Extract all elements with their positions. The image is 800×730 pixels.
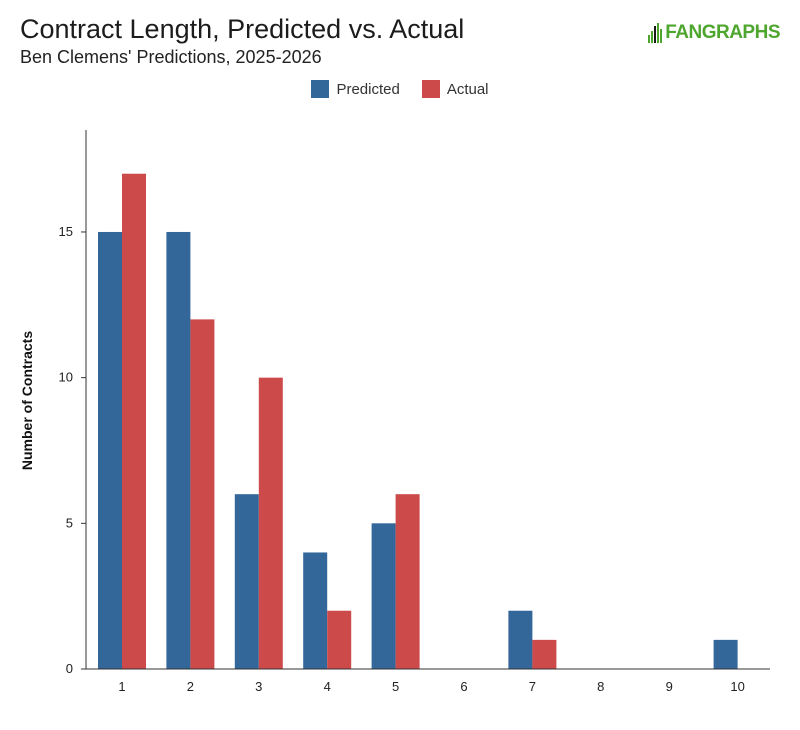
x-tick-label-1: 1 xyxy=(118,679,125,694)
y-tick-label-5: 5 xyxy=(66,515,73,530)
x-tick-label-2: 2 xyxy=(187,679,194,694)
x-tick-label-4: 4 xyxy=(324,679,331,694)
y-axis-title: Number of Contracts xyxy=(19,331,35,470)
bar-actual-3 xyxy=(258,377,283,669)
bar-actual-7 xyxy=(532,639,557,669)
legend-item-predicted: Predicted xyxy=(311,80,400,98)
bar-actual-5 xyxy=(395,494,420,669)
bar-predicted-3 xyxy=(234,494,259,669)
batter-icon xyxy=(648,23,663,43)
bar-predicted-5 xyxy=(371,523,396,669)
logo-text: FANGRAPHS xyxy=(665,22,780,43)
x-tick-label-5: 5 xyxy=(392,679,399,694)
bar-actual-1 xyxy=(122,173,146,669)
legend-item-actual: Actual xyxy=(421,80,489,98)
bar-predicted-7 xyxy=(508,610,533,669)
x-tick-label-9: 9 xyxy=(666,679,673,694)
y-tick-label-15: 15 xyxy=(59,224,73,239)
legend-swatch-predicted xyxy=(311,80,330,98)
chart-title: Contract Length, Predicted vs. Actual xyxy=(20,14,465,44)
x-tick-label-6: 6 xyxy=(460,679,467,694)
x-tick-label-10: 10 xyxy=(730,679,744,694)
fangraphs-logo: FANGRAPHS xyxy=(648,22,780,44)
x-tick-label-3: 3 xyxy=(255,679,262,694)
legend: Predicted Actual xyxy=(0,80,800,98)
y-tick-label-10: 10 xyxy=(59,370,73,385)
bar-actual-2 xyxy=(190,319,215,669)
y-tick-label-0: 0 xyxy=(66,661,73,676)
chart-subtitle: Ben Clemens' Predictions, 2025-2026 xyxy=(20,47,322,67)
bar-predicted-2 xyxy=(166,231,191,670)
legend-swatch-actual xyxy=(421,80,440,98)
x-tick-label-7: 7 xyxy=(529,679,536,694)
legend-label-predicted: Predicted xyxy=(336,80,400,98)
bar-predicted-4 xyxy=(303,552,328,669)
x-tick-label-8: 8 xyxy=(597,679,604,694)
bar-actual-4 xyxy=(327,610,352,669)
bar-predicted-1 xyxy=(98,231,122,670)
legend-label-actual: Actual xyxy=(446,80,489,98)
bar-predicted-10 xyxy=(713,639,738,669)
